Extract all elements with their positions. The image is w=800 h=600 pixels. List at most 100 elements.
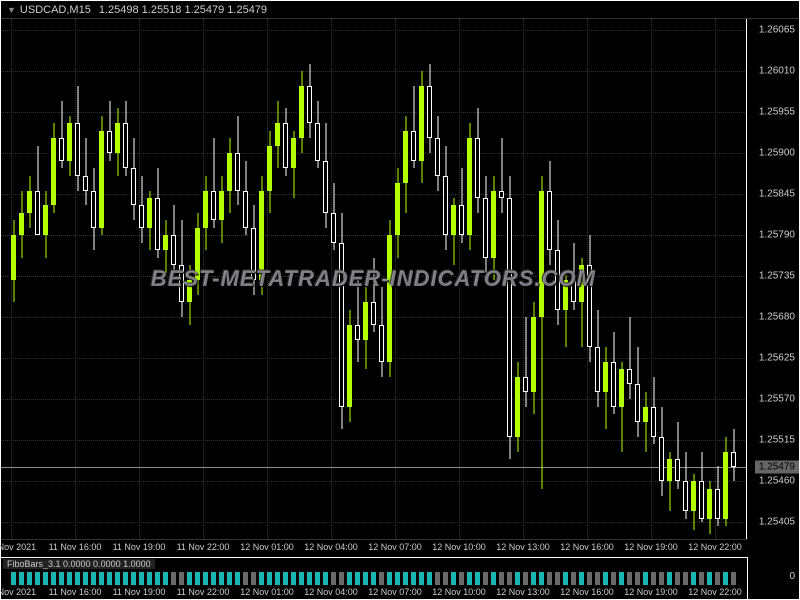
candle [27,19,32,541]
candle [683,19,688,541]
indicator-bar [339,572,344,585]
indicator-bar [547,572,552,585]
indicator-y-label: 0 [789,571,795,582]
x-tick-label: 12 Nov 22:00 [688,587,742,597]
candle [67,19,72,541]
x-tick-label: 11 Nov 16:00 [49,587,102,597]
indicator-bar [659,572,664,585]
ohlc-label: 1.25498 1.25518 1.25479 1.25479 [99,4,267,16]
indicator-bar [419,572,424,585]
x-tick-label: 11 Nov 19:00 [113,542,166,552]
x-tick-label: 12 Nov 19:00 [624,542,678,552]
indicator-bar [507,572,512,585]
indicator-bar [235,572,240,585]
indicator-bar [27,572,32,585]
indicator-bar [19,572,24,585]
candle [627,19,632,541]
indicator-bar [275,572,280,585]
y-tick-label: 1.25845 [759,189,795,200]
indicator-bar [715,572,720,585]
indicator-y-axis: 0 [747,557,799,599]
x-tick-label: 12 Nov 04:00 [304,542,358,552]
candle [59,19,64,541]
indicator-bar [483,572,488,585]
indicator-bar [427,572,432,585]
x-tick-label: 11 Nov 22:00 [177,542,230,552]
indicator-bar [651,572,656,585]
indicator-bar [387,572,392,585]
candle [691,19,696,541]
candle [611,19,616,541]
indicator-bar [219,572,224,585]
x-tick-label: 12 Nov 13:00 [496,587,550,597]
indicator-bar [299,572,304,585]
indicator-bars [1,572,747,585]
indicator-bar [267,572,272,585]
dropdown-icon[interactable]: ▼ [7,5,16,15]
x-tick-label: 12 Nov 01:00 [240,587,294,597]
indicator-bar [635,572,640,585]
indicator-bar [691,572,696,585]
indicator-bar [603,572,608,585]
indicator-bar [307,572,312,585]
indicator-bar [259,572,264,585]
indicator-bar [627,572,632,585]
indicator-bar [83,572,88,585]
indicator-panel[interactable]: FiboBars_3.1 0.0000 0.0000 1.0000 11 Nov… [1,557,747,599]
candle [723,19,728,541]
candle [699,19,704,541]
candle [675,19,680,541]
x-tick-label: 12 Nov 07:00 [368,542,422,552]
indicator-bar [11,572,16,585]
x-tick-label: 11 Nov 16:00 [49,542,102,552]
indicator-bar [451,572,456,585]
indicator-bar [667,572,672,585]
indicator-bar [555,572,560,585]
indicator-bar [315,572,320,585]
indicator-bar [619,572,624,585]
indicator-bar [115,572,120,585]
x-tick-label: 12 Nov 16:00 [560,542,614,552]
indicator-bar [395,572,400,585]
indicator-bar [579,572,584,585]
indicator-bar [123,572,128,585]
candle [91,19,96,541]
indicator-bar [515,572,520,585]
indicator-bar [107,572,112,585]
indicator-bar [195,572,200,585]
candle [139,19,144,541]
price-chart[interactable]: BEST-METATRADER-INDICATORS.COM [1,19,747,539]
y-tick-label: 1.25790 [759,230,795,241]
x-tick-label: 12 Nov 10:00 [432,587,486,597]
indicator-label: FiboBars_3.1 0.0000 0.0000 1.0000 [3,559,155,569]
indicator-bar [699,572,704,585]
x-tick-label: 12 Nov 10:00 [432,542,486,552]
x-tick-label: 11 Nov 19:00 [113,587,166,597]
indicator-bar [491,572,496,585]
y-tick-label: 1.25680 [759,312,795,323]
indicator-bar [563,572,568,585]
watermark-text: BEST-METATRADER-INDICATORS.COM [151,266,596,292]
y-tick-label: 1.25625 [759,353,795,364]
indicator-bar [459,572,464,585]
indicator-bar [411,572,416,585]
indicator-bar [131,572,136,585]
candle [667,19,672,541]
x-tick-label: 12 Nov 13:00 [496,542,550,552]
indicator-bar [283,572,288,585]
x-axis: 11 Nov 202111 Nov 16:0011 Nov 19:0011 No… [1,539,747,557]
candle [707,19,712,541]
indicator-bar [475,572,480,585]
indicator-bar [331,572,336,585]
candle [619,19,624,541]
indicator-bar [59,572,64,585]
indicator-bar [323,572,328,585]
y-tick-label: 1.25735 [759,271,795,282]
indicator-bar [611,572,616,585]
chart-window: ▼ USDCAD,M15 1.25498 1.25518 1.25479 1.2… [0,0,800,600]
candle [123,19,128,541]
candle [35,19,40,541]
y-tick-label: 1.25955 [759,107,795,118]
candle [99,19,104,541]
candle [635,19,640,541]
